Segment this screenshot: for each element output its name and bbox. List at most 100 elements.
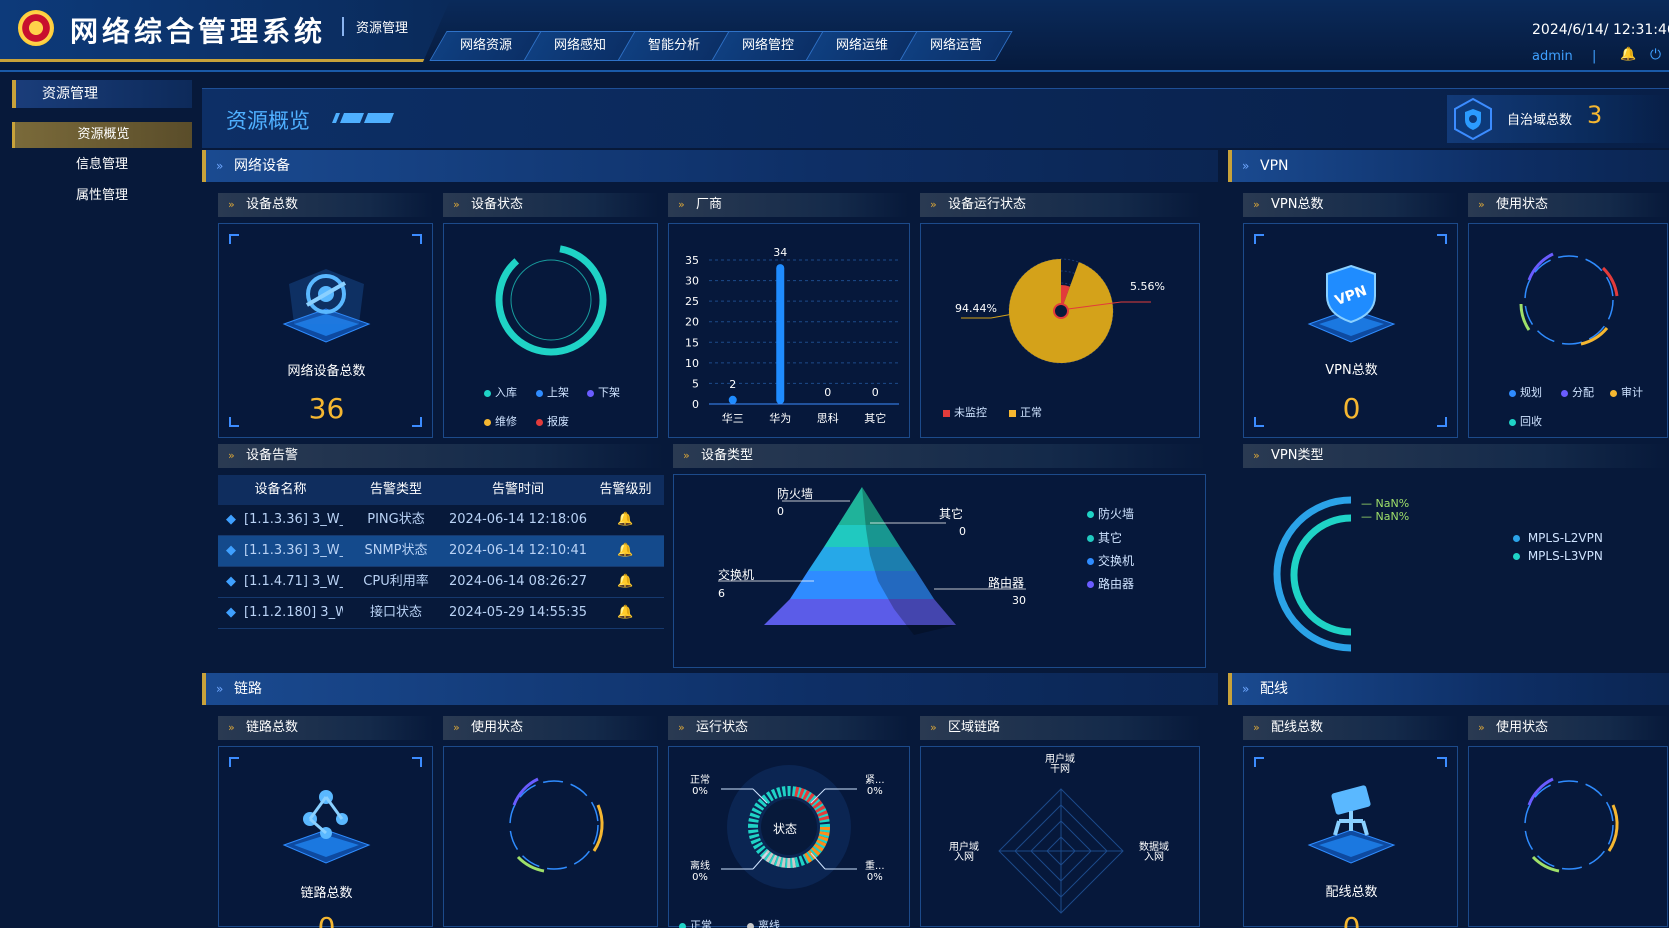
- corner-deco: [412, 757, 422, 767]
- subhead-wiring-usage: » 使用状态: [1468, 716, 1668, 740]
- chevron-icon: »: [228, 198, 235, 211]
- legend-label: 入库: [495, 386, 517, 399]
- table-row[interactable]: ◆ [1.1.4.71] 3_W_HL CPU利用率 2024-06-14 08:26…: [218, 567, 664, 598]
- subhead-label: 设备告警: [246, 448, 299, 463]
- cell-name: ◆ [1.1.4.71] 3_W_HL: [218, 567, 343, 597]
- legend-item: 分配: [1561, 384, 1594, 400]
- topnav-5[interactable]: 网络运营: [899, 31, 1013, 61]
- section-title: VPN: [1260, 158, 1289, 174]
- radar-axis-l1: 数据域: [1139, 842, 1169, 853]
- device-platform-icon: [282, 269, 371, 343]
- gauge-center-label: 状态: [773, 822, 798, 836]
- nan-label: NaN%: [1375, 510, 1410, 523]
- legend-label: 下架: [598, 386, 620, 399]
- datetime: 2024/6/14/ 12:31:46: [1532, 22, 1669, 38]
- legend-item: MPLS-L3VPN: [1513, 549, 1603, 563]
- wiring-total-value: 0: [1342, 911, 1361, 928]
- double-chevron-icon: »: [216, 682, 224, 696]
- pyramid-value-other: 0: [959, 525, 966, 538]
- link-total-card: 链路总数 0: [218, 746, 433, 928]
- legend-label: 交换机: [1098, 554, 1135, 568]
- legend-label: 离线: [758, 919, 780, 928]
- device-type-pyramid: [718, 487, 1026, 635]
- bar-value-label: 0: [824, 386, 831, 399]
- legend-item: 规划: [1509, 384, 1542, 400]
- domain-count-value: 3: [1587, 101, 1603, 129]
- radar-axis-top: 用户域 干网: [1045, 755, 1075, 775]
- bar[interactable]: [776, 264, 785, 404]
- wiring-icon: [1307, 785, 1396, 864]
- power-icon[interactable]: ⏻: [1650, 47, 1662, 63]
- table-row[interactable]: ◆ [1.1.3.36] 3_W_HL SNMP状态 2024-06-14 12:10…: [218, 536, 664, 567]
- vpn-usage-card: 规划 分配 审计 回收: [1468, 223, 1668, 438]
- section-title: 配线: [1260, 681, 1288, 697]
- sidebar-item-overview[interactable]: 资源概览: [12, 122, 192, 148]
- subhead-label: 配线总数: [1271, 720, 1324, 735]
- sidebar-title[interactable]: 资源管理: [12, 80, 192, 108]
- section-title: 网络设备: [234, 158, 290, 174]
- cell-name: ◆ [1.1.2.180] 3_W_HI: [218, 598, 343, 628]
- legend-label: 维修: [495, 415, 517, 428]
- table-row[interactable]: ◆ [1.1.2.180] 3_W_HI 接口状态 2024-05-29 14:55:…: [218, 598, 664, 629]
- subhead-region-link: » 区域链路: [920, 716, 1200, 740]
- link-network-icon: [282, 790, 371, 864]
- vpn-type-card: — NaN% — NaN% MPLS-L2VPN MPLS-L3VPN: [1243, 474, 1668, 668]
- legend-item: 审计: [1610, 384, 1643, 400]
- device-type-card: 防火墙 0 其它 0 交换机 6 路由器 30 防火墙 其它 交换机 路由器: [673, 474, 1206, 668]
- device-layer-icon: ◆: [226, 605, 236, 620]
- sidebar-item-attr[interactable]: 属性管理: [12, 183, 192, 209]
- bar[interactable]: [728, 395, 737, 404]
- subhead-run-status: » 设备运行状态: [920, 193, 1200, 217]
- pie-label-unmonitored: 5.56%: [1130, 280, 1165, 293]
- region-link-card: 用户域 干网 数据域 入网 用户域 入网: [920, 746, 1200, 927]
- table-row[interactable]: ◆ [1.1.3.36] 3_W_HL PING状态 2024-06-14 12:18…: [218, 505, 664, 536]
- subhead-link-run: » 运行状态: [668, 716, 908, 740]
- corner-deco: [1254, 417, 1264, 427]
- chevron-icon: »: [683, 449, 690, 462]
- gauge-label-name: 紧...: [865, 775, 885, 786]
- police-emblem-icon: [18, 10, 54, 46]
- legend-label: 分配: [1572, 386, 1594, 399]
- subhead-label: 使用状态: [471, 720, 524, 735]
- legend-item: 报废: [536, 413, 569, 429]
- pyramid-label-other: 其它: [939, 507, 964, 521]
- device-total-value: 36: [308, 392, 345, 425]
- legend-label: 报废: [547, 415, 569, 428]
- legend-item: 离线: [747, 917, 780, 928]
- cell-time: 2024-06-14 12:10:41: [449, 543, 587, 558]
- y-tick-label: 25: [685, 295, 699, 308]
- decor-stripes: [332, 113, 394, 123]
- chevron-icon: »: [453, 198, 460, 211]
- sidebar-item-label: 属性管理: [75, 188, 128, 203]
- sidebar-item-info[interactable]: 信息管理: [12, 152, 192, 178]
- bell-icon[interactable]: 🔔: [1620, 47, 1637, 62]
- alarm-bell-icon: 🔔: [617, 512, 634, 527]
- sidebar-item-label: 信息管理: [75, 157, 128, 172]
- wiring-total-caption: 配线总数: [1325, 885, 1378, 900]
- y-tick-label: 0: [692, 398, 699, 411]
- vendor-card: 0 5 10 15 20 25 30 35 2 华三 34 华为 0 思科 0 其它: [668, 223, 910, 438]
- run-status-card: 94.44% 5.56% 未监控 正常: [920, 223, 1200, 438]
- subhead-label: 设备运行状态: [948, 197, 1027, 212]
- cell-type: 接口状态: [369, 605, 422, 620]
- gauge-label-normal: 正常 0%: [690, 775, 710, 797]
- legend-item: 未监控: [943, 404, 987, 420]
- col-header: 告警级别: [599, 482, 652, 497]
- subhead-label: 使用状态: [1496, 197, 1549, 212]
- link-usage-rings: [509, 777, 604, 873]
- subhead-device-status: » 设备状态: [443, 193, 658, 217]
- gauge-label-pct: 0%: [692, 872, 708, 883]
- sidebar: 资源管理 资源概览 信息管理 属性管理: [12, 80, 197, 927]
- user-name[interactable]: admin: [1532, 49, 1573, 64]
- corner-deco: [1437, 417, 1447, 427]
- alarm-bell-icon: 🔔: [617, 605, 634, 620]
- legend-item: 正常: [679, 917, 712, 928]
- wiring-usage-rings: [1524, 777, 1619, 873]
- subhead-vpn-usage: » 使用状态: [1468, 193, 1668, 217]
- legend-label: 防火墙: [1098, 507, 1135, 521]
- y-tick-label: 30: [685, 275, 699, 288]
- legend-label: 路由器: [1098, 577, 1135, 591]
- gauge-label-pct: 0%: [692, 786, 708, 797]
- section-title: 链路: [234, 681, 262, 697]
- subhead-label: 使用状态: [1496, 720, 1549, 735]
